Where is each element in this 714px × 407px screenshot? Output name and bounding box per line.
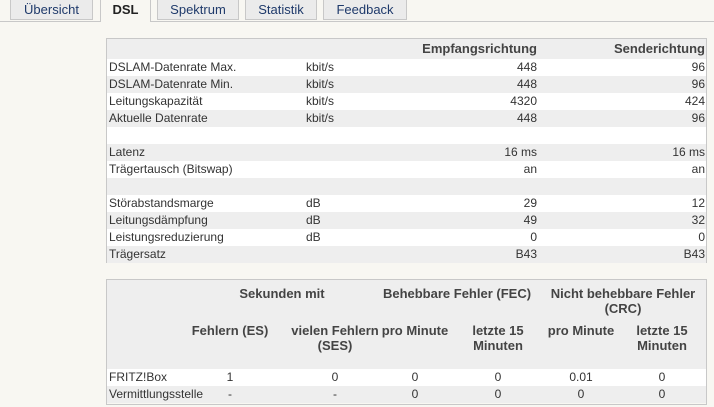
- line-info-table: Empfangsrichtung Senderichtung DSLAM-Dat…: [106, 38, 707, 263]
- tab-bar: Übersicht DSL Spektrum Statistik Feedbac…: [0, 0, 714, 22]
- cell-value: 0: [577, 387, 585, 401]
- column-header-cell: letzte 15 Minuten: [636, 323, 688, 353]
- tab-spektrum[interactable]: Spektrum: [157, 0, 239, 20]
- tab-dsl[interactable]: DSL: [100, 0, 151, 22]
- cell-value: 0: [411, 370, 419, 384]
- tab-feedback[interactable]: Feedback: [323, 0, 407, 20]
- cell-unit: dB: [306, 213, 321, 227]
- cell-rx: 49: [523, 213, 537, 227]
- cell-label: Leitungsdämpfung: [109, 213, 208, 227]
- cell-value: 0: [411, 387, 419, 401]
- group-seconds: Sekunden mit: [239, 286, 325, 301]
- table-row: [107, 178, 706, 195]
- column-header-cell: Fehlern (ES): [191, 323, 269, 338]
- cell-rx: 16 ms: [504, 145, 537, 159]
- cell-label: Störabstandsmarge: [109, 196, 214, 210]
- cell-unit: kbit/s: [306, 77, 335, 91]
- table-row: DSLAM-Datenrate Max. kbit/s 448 96: [107, 59, 706, 76]
- cell-value: -: [228, 387, 232, 401]
- cell-tx: an: [691, 162, 705, 176]
- table-row: Vermittlungsstelle - - 0 0 0 0: [107, 386, 706, 403]
- cell-label: Latenz: [109, 145, 146, 159]
- cell-value: 0: [494, 387, 502, 401]
- table-row: FRITZ!Box 1 0 0 0 0.01 0: [107, 369, 706, 386]
- cell-unit: kbit/s: [306, 94, 335, 108]
- column-header-cell: letzte 15 Minuten: [472, 323, 524, 353]
- column-header-cell: pro Minute: [381, 323, 449, 338]
- cell-tx: 424: [684, 94, 705, 108]
- cell-tx: 96: [691, 111, 705, 125]
- cell-rx: 0: [530, 230, 537, 244]
- cell-rx: 4320: [510, 94, 537, 108]
- cell-tx: 12: [691, 196, 705, 210]
- cell-value: 0: [658, 370, 666, 384]
- table-row: Leistungsreduzierung dB 0 0: [107, 229, 706, 246]
- column-header: Fehlern (ES) vielen Fehlern (SES) pro Minu…: [107, 317, 706, 369]
- table-row: Störabstandsmarge dB 29 12: [107, 195, 706, 212]
- cell-tx: 96: [691, 60, 705, 74]
- table-row: DSLAM-Datenrate Min. kbit/s 448 96: [107, 76, 706, 93]
- cell-unit: kbit/s: [306, 60, 335, 74]
- cell-label: Aktuelle Datenrate: [109, 111, 208, 125]
- table-row: [107, 127, 706, 144]
- tab-statistik[interactable]: Statistik: [245, 0, 317, 20]
- cell-label: Leistungsreduzierung: [109, 230, 224, 244]
- cell-label: Leitungskapazität: [109, 94, 203, 108]
- tab-uebersicht[interactable]: Übersicht: [10, 0, 93, 20]
- column-header-cell: vielen Fehlern (SES): [291, 323, 379, 353]
- cell-value: 0: [494, 370, 502, 384]
- cell-rx: 29: [523, 196, 537, 210]
- group-fec: Behebbare Fehler (FEC): [382, 286, 532, 301]
- row-label: FRITZ!Box: [109, 370, 168, 384]
- row-label: Vermittlungsstelle: [109, 387, 204, 401]
- cell-label: DSLAM-Datenrate Min.: [109, 77, 234, 91]
- header-rx: Empfangsrichtung: [422, 41, 537, 56]
- cell-rx: 448: [516, 77, 537, 91]
- cell-rx: B43: [515, 247, 537, 261]
- table-header: Empfangsrichtung Senderichtung: [107, 39, 706, 59]
- table-row: Aktuelle Datenrate kbit/s 448 96: [107, 110, 706, 127]
- cell-tx: 32: [691, 213, 705, 227]
- column-header-cell: pro Minute: [547, 323, 615, 338]
- group-header: Sekunden mit Behebbare Fehler (FEC) Nich…: [107, 280, 706, 317]
- cell-rx: an: [523, 162, 537, 176]
- cell-tx: 16 ms: [672, 145, 705, 159]
- cell-tx: 0: [698, 230, 705, 244]
- cell-label: Trägertausch (Bitswap): [109, 162, 233, 176]
- cell-rx: 448: [516, 111, 537, 125]
- cell-label: DSLAM-Datenrate Max.: [109, 60, 237, 74]
- table-row: Leitungsdämpfung dB 49 32: [107, 212, 706, 229]
- table-row: Trägertausch (Bitswap) an an: [107, 161, 706, 178]
- cell-rx: 448: [516, 60, 537, 74]
- cell-unit: dB: [306, 230, 321, 244]
- cell-label: Trägersatz: [109, 247, 166, 261]
- table-row: Trägersatz B43 B43: [107, 246, 706, 263]
- cell-value: 1: [226, 370, 234, 384]
- table-row: Latenz 16 ms 16 ms: [107, 144, 706, 161]
- cell-tx: B43: [683, 247, 705, 261]
- cell-unit: dB: [306, 196, 321, 210]
- cell-value: 0: [658, 387, 666, 401]
- cell-tx: 96: [691, 77, 705, 91]
- error-table: Sekunden mit Behebbare Fehler (FEC) Nich…: [106, 279, 707, 405]
- cell-value: -: [333, 387, 337, 401]
- cell-value: 0: [331, 370, 339, 384]
- header-tx: Senderichtung: [613, 41, 705, 56]
- group-crc: Nicht behebbare Fehler (CRC): [550, 286, 696, 316]
- cell-unit: kbit/s: [306, 111, 335, 125]
- table-row: Leitungskapazität kbit/s 4320 424: [107, 93, 706, 110]
- cell-value: 0.01: [569, 370, 593, 384]
